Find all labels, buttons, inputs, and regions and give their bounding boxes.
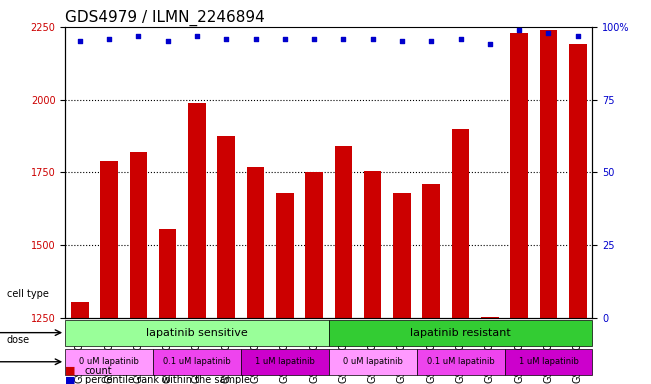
Bar bbox=[422, 184, 440, 318]
Text: lapatinib sensitive: lapatinib sensitive bbox=[146, 328, 248, 338]
Text: 0.1 uM lapatinib: 0.1 uM lapatinib bbox=[163, 357, 231, 366]
Bar bbox=[188, 103, 206, 318]
Point bbox=[339, 35, 349, 41]
Bar bbox=[481, 317, 499, 318]
Point bbox=[543, 30, 553, 36]
Text: 1 uM lapatinib: 1 uM lapatinib bbox=[519, 357, 578, 366]
Point bbox=[309, 35, 319, 41]
Text: GDS4979 / ILMN_2246894: GDS4979 / ILMN_2246894 bbox=[65, 9, 265, 25]
Bar bbox=[71, 302, 89, 318]
Point bbox=[455, 35, 465, 41]
Point bbox=[280, 35, 290, 41]
Text: cell type: cell type bbox=[7, 289, 48, 299]
Bar bbox=[569, 44, 587, 318]
Point bbox=[514, 27, 524, 33]
FancyBboxPatch shape bbox=[329, 319, 592, 346]
FancyBboxPatch shape bbox=[65, 349, 153, 375]
Text: dose: dose bbox=[7, 335, 30, 345]
Point bbox=[104, 35, 115, 41]
Text: ■: ■ bbox=[65, 375, 76, 384]
Bar bbox=[130, 152, 147, 318]
Point bbox=[133, 33, 143, 39]
FancyBboxPatch shape bbox=[329, 349, 417, 375]
Text: 0.1 uM lapatinib: 0.1 uM lapatinib bbox=[426, 357, 495, 366]
Bar bbox=[305, 172, 323, 318]
Bar bbox=[276, 193, 294, 318]
Bar bbox=[335, 146, 352, 318]
Point bbox=[484, 41, 495, 47]
Text: 0 uM lapatinib: 0 uM lapatinib bbox=[79, 357, 139, 366]
Bar bbox=[540, 30, 557, 318]
Bar bbox=[100, 161, 118, 318]
Bar bbox=[247, 167, 264, 318]
Bar bbox=[364, 171, 381, 318]
Point bbox=[191, 33, 202, 39]
FancyBboxPatch shape bbox=[417, 349, 505, 375]
Point bbox=[572, 33, 583, 39]
Bar bbox=[452, 129, 469, 318]
Text: count: count bbox=[85, 366, 112, 376]
Point bbox=[250, 35, 260, 41]
Bar bbox=[217, 136, 235, 318]
Text: 0 uM lapatinib: 0 uM lapatinib bbox=[343, 357, 402, 366]
FancyBboxPatch shape bbox=[241, 349, 329, 375]
Text: lapatinib resistant: lapatinib resistant bbox=[410, 328, 511, 338]
Text: percentile rank within the sample: percentile rank within the sample bbox=[85, 375, 249, 384]
Point bbox=[221, 35, 232, 41]
Text: 1 uM lapatinib: 1 uM lapatinib bbox=[255, 357, 314, 366]
FancyBboxPatch shape bbox=[505, 349, 592, 375]
Point bbox=[74, 38, 85, 45]
FancyBboxPatch shape bbox=[153, 349, 241, 375]
Point bbox=[163, 38, 173, 45]
Point bbox=[426, 38, 436, 45]
Bar bbox=[159, 229, 176, 318]
Bar bbox=[393, 193, 411, 318]
FancyBboxPatch shape bbox=[65, 319, 329, 346]
Text: ■: ■ bbox=[65, 366, 76, 376]
Point bbox=[367, 35, 378, 41]
Bar bbox=[510, 33, 528, 318]
Point bbox=[396, 38, 408, 45]
